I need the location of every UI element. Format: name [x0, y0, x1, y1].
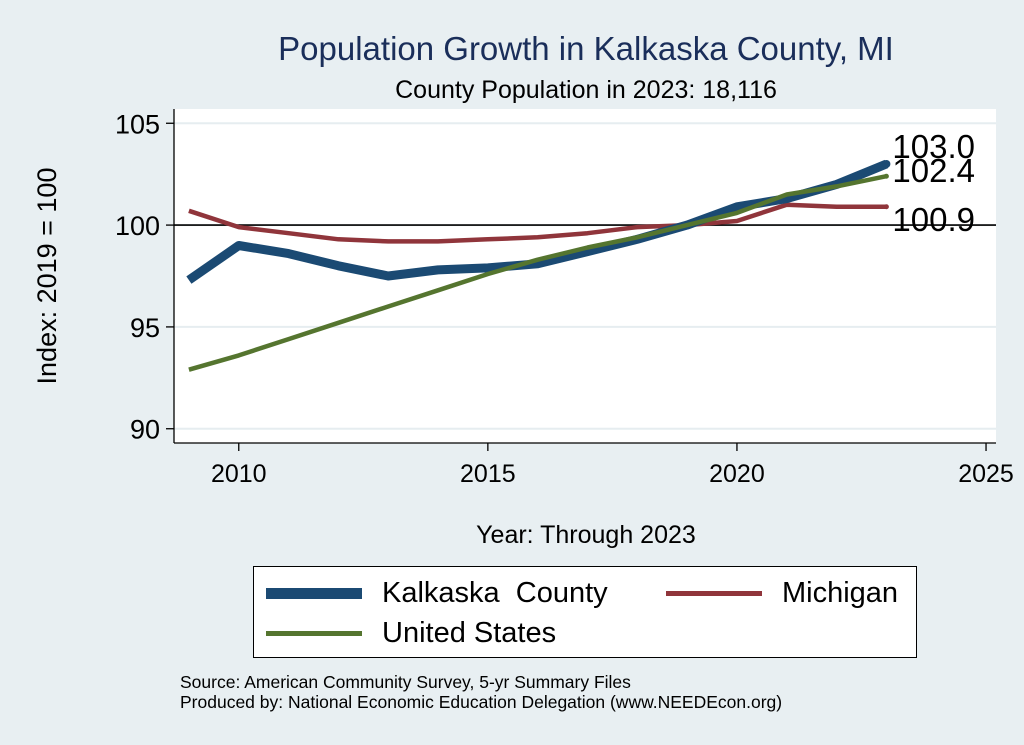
- x-tick-label: 2015: [460, 460, 516, 488]
- series-end-label: 103.0: [892, 128, 975, 165]
- legend: Kalkaska County Michigan United States: [253, 566, 917, 658]
- y-axis-ticks: 90 95 100 105: [115, 109, 174, 445]
- legend-swatch-michigan: [666, 591, 762, 596]
- series-end-label: 100.9: [892, 201, 975, 238]
- footer: Source: American Community Survey, 5-yr …: [180, 672, 782, 712]
- series-end-point: [882, 159, 891, 168]
- series-line: [188, 202, 887, 244]
- legend-item-michigan: Michigan: [666, 577, 898, 610]
- y-tick-label: 90: [130, 415, 160, 445]
- chart-title: Population Growth in Kalkaska County, MI: [278, 30, 894, 67]
- series-end-point: [883, 173, 889, 179]
- legend-swatch-us: [266, 631, 362, 636]
- series-end-point: [883, 204, 889, 210]
- y-axis-label: Index: 2019 = 100: [32, 168, 62, 385]
- plot-area: [174, 109, 996, 443]
- series-end-label: 102.4: [892, 152, 975, 189]
- producer-note: Produced by: National Economic Education…: [180, 692, 783, 712]
- source-note: Source: American Community Survey, 5-yr …: [180, 672, 631, 692]
- legend-item-kalkaska: Kalkaska County: [266, 577, 608, 610]
- x-axis-ticks: 2010 2015 2020 2025: [211, 443, 1014, 488]
- series-line: [188, 173, 887, 372]
- y-tick-label: 95: [130, 313, 160, 343]
- legend-item-us: United States: [266, 617, 556, 650]
- y-tick-label: 100: [115, 211, 160, 241]
- series-layer: [186, 159, 891, 372]
- legend-label-us: United States: [382, 617, 557, 649]
- x-tick-label: 2010: [211, 460, 267, 488]
- legend-swatch-kalkaska: [266, 588, 362, 599]
- legend-label-michigan: Michigan: [782, 577, 899, 609]
- chart-subtitle: County Population in 2023: 18,116: [395, 76, 777, 104]
- end-labels: 103.0 100.9 102.4: [892, 128, 975, 238]
- x-axis-label: Year: Through 2023: [476, 521, 696, 549]
- y-tick-label: 105: [115, 109, 160, 139]
- chart: Population Growth in Kalkaska County, MI…: [32, 30, 1014, 549]
- x-tick-label: 2025: [958, 460, 1014, 488]
- x-tick-label: 2020: [709, 460, 765, 488]
- legend-label-kalkaska: Kalkaska County: [382, 577, 608, 609]
